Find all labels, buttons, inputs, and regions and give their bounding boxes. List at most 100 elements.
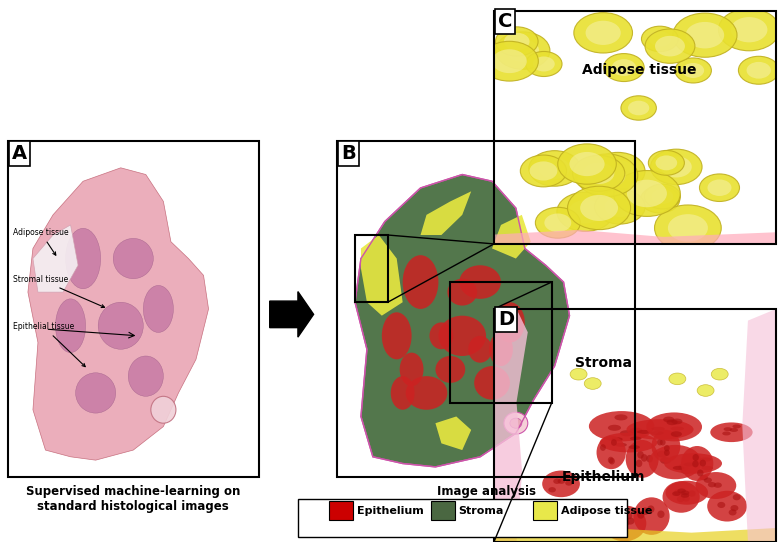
Text: Stromal tissue: Stromal tissue [13, 275, 104, 307]
Ellipse shape [113, 238, 154, 279]
Ellipse shape [671, 431, 682, 437]
Text: Adipose tissue: Adipose tissue [582, 63, 696, 78]
Ellipse shape [699, 475, 708, 480]
Ellipse shape [646, 455, 653, 462]
Ellipse shape [724, 427, 732, 431]
Ellipse shape [574, 12, 633, 53]
Ellipse shape [707, 179, 731, 196]
Ellipse shape [390, 376, 415, 410]
Ellipse shape [543, 470, 580, 497]
Ellipse shape [151, 396, 176, 423]
Ellipse shape [568, 200, 603, 223]
Ellipse shape [612, 59, 636, 76]
Ellipse shape [548, 487, 556, 493]
Ellipse shape [702, 466, 713, 470]
Ellipse shape [601, 160, 634, 183]
Ellipse shape [637, 511, 644, 519]
Text: Supervised machine-learning on
standard histological images: Supervised machine-learning on standard … [26, 485, 241, 513]
Ellipse shape [678, 464, 689, 471]
Ellipse shape [600, 444, 606, 451]
Ellipse shape [648, 191, 672, 208]
Ellipse shape [612, 437, 622, 441]
Ellipse shape [544, 214, 572, 232]
Polygon shape [420, 191, 471, 235]
Ellipse shape [730, 428, 738, 432]
Ellipse shape [655, 205, 721, 251]
Ellipse shape [572, 156, 625, 191]
Ellipse shape [580, 195, 618, 221]
Ellipse shape [700, 457, 711, 462]
Ellipse shape [677, 488, 686, 493]
Ellipse shape [695, 472, 736, 499]
Ellipse shape [664, 453, 722, 474]
Polygon shape [355, 175, 569, 467]
Ellipse shape [600, 433, 657, 453]
Ellipse shape [588, 163, 626, 188]
Ellipse shape [731, 505, 739, 511]
Ellipse shape [681, 493, 689, 498]
Text: Epithelium: Epithelium [562, 470, 645, 484]
Text: Stroma: Stroma [575, 356, 632, 370]
Ellipse shape [670, 427, 684, 431]
Ellipse shape [648, 151, 684, 175]
Ellipse shape [686, 22, 724, 48]
Ellipse shape [677, 496, 684, 502]
Ellipse shape [608, 457, 614, 463]
Ellipse shape [66, 228, 100, 289]
Ellipse shape [481, 41, 539, 81]
Ellipse shape [651, 431, 664, 435]
Ellipse shape [459, 265, 501, 299]
Ellipse shape [626, 440, 659, 478]
Ellipse shape [626, 518, 635, 525]
Ellipse shape [652, 189, 673, 204]
Ellipse shape [657, 451, 668, 457]
Ellipse shape [612, 527, 620, 534]
Ellipse shape [710, 422, 753, 442]
Ellipse shape [660, 457, 671, 464]
Ellipse shape [644, 184, 681, 209]
Ellipse shape [75, 373, 116, 413]
Text: A: A [12, 144, 27, 163]
Ellipse shape [739, 56, 779, 84]
Ellipse shape [648, 445, 702, 479]
Ellipse shape [604, 196, 635, 217]
Ellipse shape [557, 192, 614, 231]
Ellipse shape [652, 430, 681, 462]
Ellipse shape [623, 512, 632, 519]
Ellipse shape [438, 315, 486, 356]
Ellipse shape [129, 356, 163, 396]
Ellipse shape [495, 302, 524, 343]
Ellipse shape [732, 424, 741, 428]
Ellipse shape [435, 356, 465, 383]
Ellipse shape [565, 480, 572, 486]
Ellipse shape [382, 312, 412, 359]
Polygon shape [494, 309, 528, 542]
Ellipse shape [597, 436, 626, 469]
Ellipse shape [594, 189, 645, 224]
Ellipse shape [504, 412, 528, 434]
Ellipse shape [583, 163, 615, 184]
Ellipse shape [557, 144, 616, 184]
Ellipse shape [535, 208, 580, 238]
Ellipse shape [641, 507, 649, 515]
Ellipse shape [731, 17, 768, 42]
Ellipse shape [692, 454, 699, 461]
Ellipse shape [405, 376, 448, 410]
Ellipse shape [669, 373, 686, 385]
Ellipse shape [746, 62, 771, 79]
Ellipse shape [664, 445, 670, 451]
Ellipse shape [611, 439, 617, 446]
Ellipse shape [554, 479, 561, 484]
Ellipse shape [657, 511, 665, 518]
Ellipse shape [569, 152, 604, 176]
Ellipse shape [510, 418, 522, 428]
Text: C: C [498, 12, 512, 31]
Ellipse shape [646, 412, 702, 441]
Ellipse shape [430, 322, 453, 349]
Ellipse shape [604, 54, 644, 81]
Ellipse shape [728, 509, 737, 515]
Polygon shape [33, 225, 78, 292]
Ellipse shape [98, 302, 143, 349]
Ellipse shape [504, 33, 529, 50]
Ellipse shape [641, 26, 678, 51]
